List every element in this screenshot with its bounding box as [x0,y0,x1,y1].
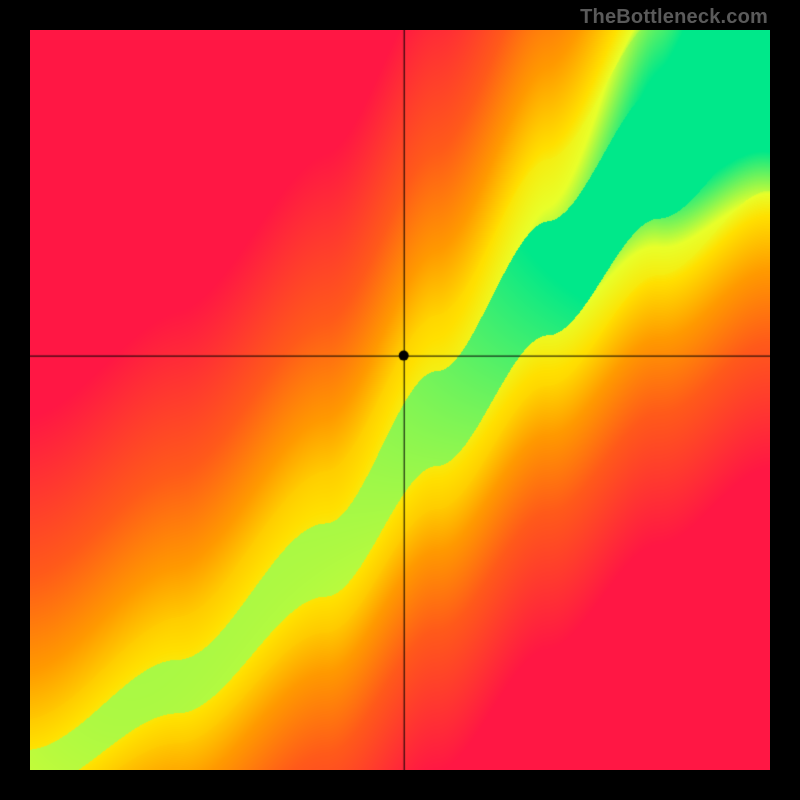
heatmap-canvas [30,30,770,770]
chart-container: TheBottleneck.com [0,0,800,800]
heatmap-plot [30,30,770,770]
watermark-text: TheBottleneck.com [580,6,768,29]
